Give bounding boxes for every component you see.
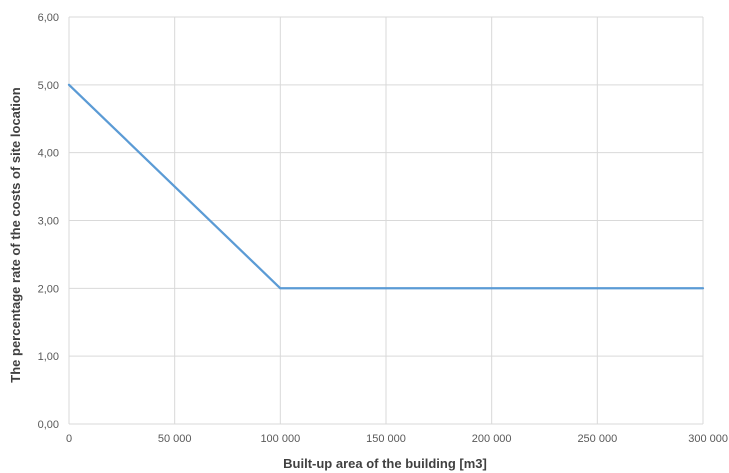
grid — [68, 16, 704, 425]
x-tick-label: 300 000 — [688, 433, 728, 445]
x-tick-label: 0 — [66, 433, 72, 445]
y-tick-label: 3,00 — [38, 216, 59, 228]
y-axis-title: The percentage rate of the costs of site… — [8, 87, 23, 383]
series-line — [67, 83, 705, 290]
x-tick-label: 200 000 — [472, 433, 512, 445]
x-tick-label: 100 000 — [260, 433, 300, 445]
y-tick-label: 5,00 — [38, 80, 59, 92]
y-tick-labels: 0,00 1,00 2,00 3,00 4,00 5,00 6,00 — [38, 12, 59, 431]
x-tick-label: 250 000 — [577, 433, 617, 445]
y-tick-label: 6,00 — [38, 12, 59, 24]
x-tick-label: 50 000 — [158, 433, 192, 445]
y-tick-label: 4,00 — [38, 148, 59, 160]
y-tick-label: 0,00 — [38, 419, 59, 431]
x-tick-labels: 0 50 000 100 000 150 000 200 000 250 000 300 0… — [66, 433, 728, 445]
x-axis-title: Built-up area of the building [m3] — [283, 456, 487, 471]
y-tick-label: 2,00 — [38, 283, 59, 295]
y-tick-label: 1,00 — [38, 351, 59, 363]
series-layer — [67, 83, 705, 290]
x-tick-label: 150 000 — [366, 433, 406, 445]
